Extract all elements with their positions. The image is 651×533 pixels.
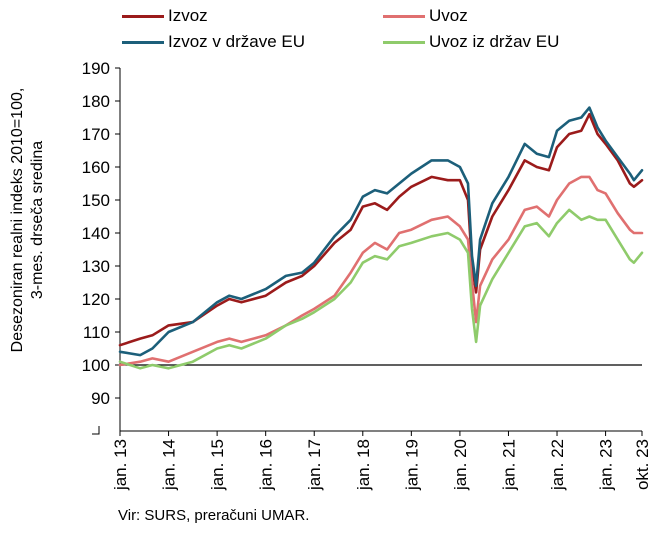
x-tick-label-2023-01: jan. 23 (597, 439, 616, 491)
y-tick-label-160: 160 (82, 158, 110, 177)
x-tick-label-2015-01: jan. 15 (208, 439, 227, 491)
x-tick-label-2014-01: jan. 14 (160, 439, 179, 491)
x-tick-label-2017-01: jan. 17 (305, 439, 324, 491)
legend-swatch-uvoz (383, 14, 425, 18)
x-tick-label-2016-01: jan. 16 (257, 439, 276, 491)
x-tick-label-2021-01: jan. 21 (499, 439, 518, 491)
legend-swatch-uvoz-eu (383, 40, 425, 44)
legend-item-izvoz: Izvoz (122, 6, 208, 26)
chart-axes: 190 180 170 160 150 140 130 120 110 100 90 jan. 13 j… (82, 59, 651, 491)
x-tick-label-2022-01: jan. 22 (548, 439, 567, 491)
y-axis-break-marker (92, 426, 100, 435)
x-tick-label-2023-10: okt. 23 (633, 439, 651, 490)
x-tick-label-2018-01: jan. 18 (354, 439, 373, 491)
legend-swatch-izvoz-eu (122, 40, 164, 44)
legend-label-izvoz: Izvoz (168, 6, 208, 25)
x-tick-label-2020-01: jan. 20 (451, 439, 470, 491)
legend-item-uvoz-eu: Uvoz iz držav EU (383, 32, 559, 52)
x-tick-label-2013-01: jan. 13 (111, 439, 130, 491)
y-tick-label-130: 130 (82, 257, 110, 276)
y-tick-label-140: 140 (82, 224, 110, 243)
y-tick-label-110: 110 (83, 323, 110, 342)
source-note: Vir: SURS, preračuni UMAR. (118, 507, 310, 524)
chart-series-lines (118, 106, 644, 370)
x-tick-label-2019-01: jan. 19 (402, 439, 421, 491)
legend-item-izvoz-eu: Izvoz v države EU (122, 32, 305, 52)
y-tick-label-150: 150 (82, 191, 110, 210)
series-line-2 (118, 106, 644, 357)
y-tick-label-180: 180 (82, 92, 110, 111)
y-tick-label-120: 120 (82, 290, 110, 309)
legend-swatch-izvoz (122, 14, 164, 18)
y-axis-title-line-1: Desezoniran realni indeks 2010=100, (9, 87, 26, 353)
y-tick-label-170: 170 (82, 125, 110, 144)
y-tick-label-90: 90 (91, 389, 110, 408)
series-line-1 (118, 175, 644, 367)
legend-label-uvoz-eu: Uvoz iz držav EU (429, 32, 560, 51)
series-line-0 (118, 112, 644, 347)
y-axis-title: Desezoniran realni indeks 2010=100, 3-me… (8, 10, 48, 430)
y-tick-label-190: 190 (82, 59, 110, 78)
series-line-3 (118, 208, 644, 370)
y-axis-title-line-2: 3-mes. drseča sredina (29, 140, 46, 300)
legend-label-uvoz: Uvoz (429, 6, 468, 25)
legend-label-izvoz-eu: Izvoz v države EU (168, 32, 305, 51)
y-tick-label-100: 100 (82, 356, 110, 375)
legend-item-uvoz: Uvoz (383, 6, 468, 26)
